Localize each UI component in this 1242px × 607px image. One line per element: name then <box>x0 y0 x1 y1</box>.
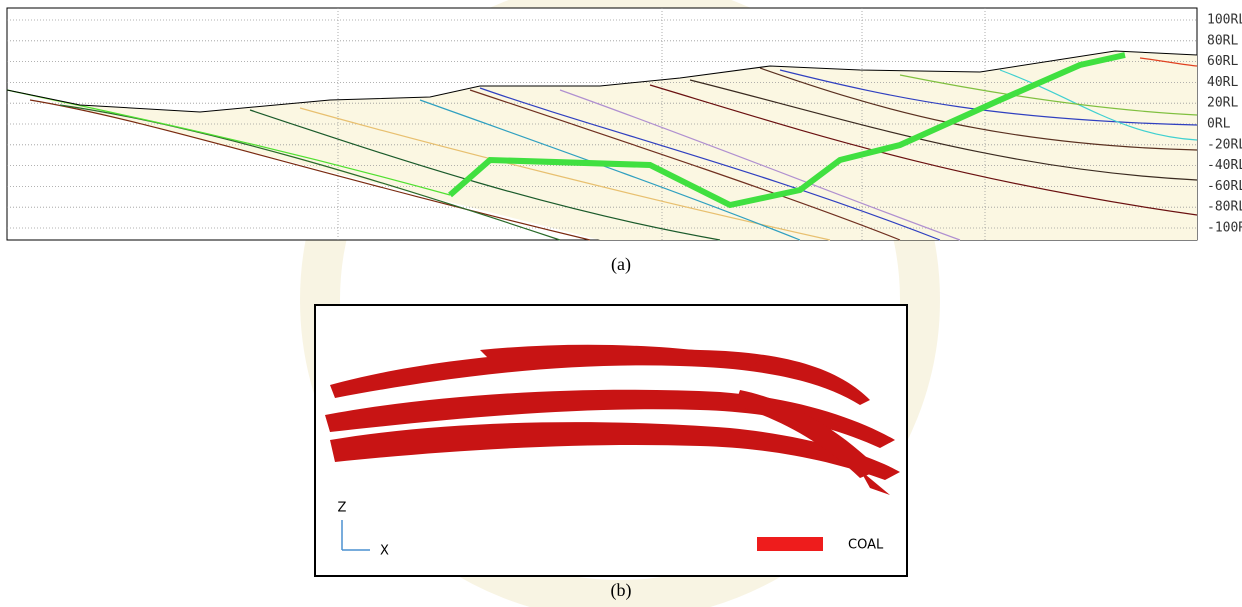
elevation-label: 60RL <box>1207 54 1238 69</box>
elevation-label: -100RL <box>1207 221 1242 236</box>
page: 100RL 80RL 60RL 40RL 20RL 0RL -20RL -40RL -60RL -… <box>0 0 1242 607</box>
caption: (b) <box>611 580 632 601</box>
legend-swatch <box>757 537 823 551</box>
elevation-axis: 100RL 80RL 60RL 40RL 20RL 0RL -20RL -40RL -60RL -… <box>1207 13 1242 236</box>
axis-label: Z <box>338 501 347 516</box>
elevation-label: -40RL <box>1207 158 1242 173</box>
elevation-label: -60RL <box>1207 179 1242 194</box>
elevation-label: 0RL <box>1207 117 1231 132</box>
legend-label: COAL <box>848 538 884 553</box>
elevation-label: 40RL <box>1207 75 1238 90</box>
panel-b: Z X COAL (b) <box>315 305 907 601</box>
elevation-label: 80RL <box>1207 33 1238 48</box>
figure: 100RL 80RL 60RL 40RL 20RL 0RL -20RL -40RL -60RL -… <box>0 0 1242 607</box>
elevation-label: -80RL <box>1207 200 1242 215</box>
elevation-label: 100RL <box>1207 13 1242 28</box>
elevation-label: -20RL <box>1207 137 1242 152</box>
elevation-label: 20RL <box>1207 96 1238 111</box>
axis-label: X <box>380 544 389 559</box>
caption: (a) <box>611 254 631 275</box>
panel-a: 100RL 80RL 60RL 40RL 20RL 0RL -20RL -40RL -60RL -… <box>7 8 1242 275</box>
